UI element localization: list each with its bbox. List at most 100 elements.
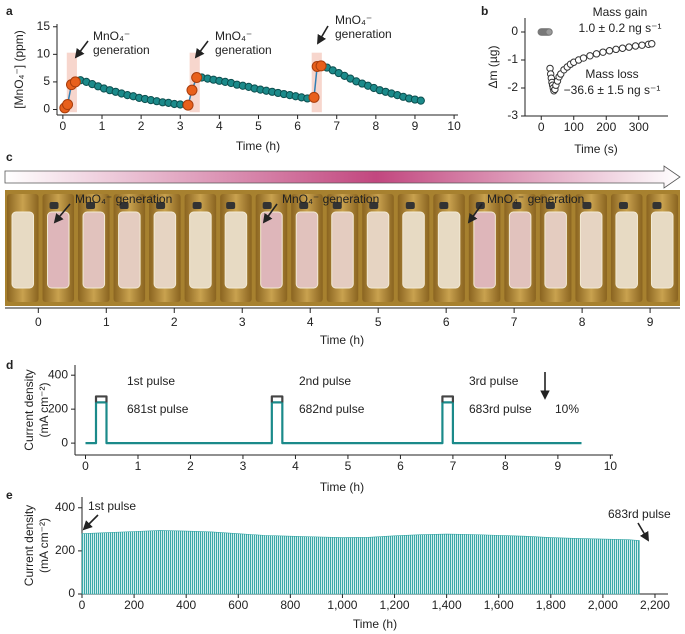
x-tick-label: 9: [555, 459, 562, 473]
x-tick-label: 200: [124, 598, 144, 612]
vial-liquid: [650, 211, 674, 289]
x-tick-label: 8: [502, 459, 509, 473]
x-tick-label: 5: [345, 459, 352, 473]
x-tick-label: 100: [564, 120, 584, 134]
x-tick-label: 800: [280, 598, 300, 612]
vial-electrode: [369, 202, 379, 209]
pulse-label: 681st pulse: [127, 402, 189, 416]
x-tick-label: 3: [240, 459, 247, 473]
x-tick-label: 2,200: [640, 598, 670, 612]
annotation: MnO₄⁻: [93, 29, 130, 43]
annotation-arrow: [637, 522, 649, 542]
panel-label: d: [6, 358, 13, 372]
x-tick-label: 3: [177, 119, 184, 133]
x-tick-label: 6: [294, 119, 301, 133]
y-tick-label: -1: [507, 52, 518, 66]
x-tick-label: 2,000: [588, 598, 618, 612]
vial-liquid: [331, 211, 354, 289]
annotation: 1.0 ± 0.2 ng s⁻¹: [579, 21, 662, 35]
y-axis-label: Current density: [22, 369, 36, 450]
y-tick-label: 400: [48, 367, 68, 381]
pulse-label: 1st pulse: [127, 374, 175, 388]
shaded-region: [311, 52, 322, 113]
vial-liquid: [260, 211, 283, 289]
x-tick-label: 1: [135, 459, 142, 473]
vial-electrode: [618, 202, 628, 209]
x-tick-label: 0: [538, 120, 545, 134]
pulse-label: 3rd pulse: [469, 374, 519, 388]
x-tick-label: 7: [450, 459, 457, 473]
x-tick-label: 2: [138, 119, 145, 133]
x-tick-label: 10: [447, 119, 461, 133]
annotation: generation: [93, 43, 150, 57]
panel-label: a: [6, 4, 13, 18]
data-point: [545, 28, 553, 36]
annotation-arrow: [53, 203, 71, 224]
vial-liquid: [579, 211, 603, 289]
y-tick-label: 200: [55, 543, 75, 557]
x-tick-label: 2: [171, 315, 178, 329]
annotation: MnO₄⁻ generation: [487, 192, 584, 206]
vial-electrode: [192, 202, 202, 209]
y-axis-label: Δm (µg): [486, 46, 500, 89]
x-tick-label: 1,600: [484, 598, 514, 612]
pulse-label: 2nd pulse: [299, 374, 351, 388]
x-tick-label: 5: [255, 119, 262, 133]
data-point: [648, 40, 656, 48]
data-point: [605, 47, 614, 55]
vial-electrode: [652, 202, 662, 209]
annotation: MnO₄⁻: [335, 13, 372, 27]
vial-electrode: [86, 202, 96, 209]
data-point: [69, 76, 81, 88]
vial-electrode: [545, 202, 555, 209]
y-tick-label: 0: [68, 586, 75, 600]
y-tick-label: 10: [37, 47, 51, 61]
annotation: MnO₄⁻: [215, 29, 252, 43]
data-point: [599, 48, 607, 56]
x-tick-label: 1,200: [380, 598, 410, 612]
vial-electrode: [512, 202, 522, 209]
vial-electrode: [332, 202, 342, 209]
vial-liquid: [11, 211, 35, 289]
vial-liquid: [366, 211, 390, 289]
x-tick-label: 0: [82, 459, 89, 473]
x-tick-label: 1: [99, 119, 106, 133]
data-point: [612, 45, 620, 54]
x-tick-label: 8: [579, 315, 586, 329]
x-tick-label: 6: [443, 315, 450, 329]
vial-electrode: [226, 202, 236, 209]
vial-electrode: [119, 202, 129, 209]
x-tick-label: 1,000: [327, 598, 357, 612]
x-tick-label: 200: [596, 120, 616, 134]
data-point: [308, 91, 320, 103]
panel-label: c: [6, 150, 13, 164]
annotation-arrow: [74, 40, 89, 59]
vial-electrode: [582, 202, 592, 209]
annotation: MnO₄⁻ generation: [282, 192, 379, 206]
x-tick-label: 7: [511, 315, 518, 329]
vial-liquid: [224, 211, 248, 289]
x-axis-label: Time (h): [320, 333, 364, 347]
data-point: [62, 99, 74, 111]
data-point: [586, 52, 594, 60]
annotation-arrow: [194, 40, 209, 59]
panel-label: b: [481, 4, 488, 18]
annotation-arrow: [82, 514, 99, 531]
x-tick-label: 6: [397, 459, 404, 473]
x-axis-label: Time (h): [236, 139, 280, 153]
y-tick-label: -2: [507, 80, 518, 94]
x-tick-label: 0: [60, 119, 67, 133]
x-tick-label: 3: [239, 315, 246, 329]
y-tick-label: 5: [43, 74, 50, 88]
x-axis-label: Time (s): [574, 142, 618, 156]
vial-electrode: [49, 202, 59, 209]
data-point: [191, 71, 203, 83]
annotation-arrow: [262, 203, 278, 224]
data-point: [182, 99, 194, 111]
pulse-label: 683rd pulse: [469, 402, 532, 416]
y-tick-label: 400: [55, 500, 75, 514]
data-point: [416, 96, 425, 105]
y-tick-label: 15: [37, 19, 51, 33]
vial-liquid: [82, 211, 106, 289]
